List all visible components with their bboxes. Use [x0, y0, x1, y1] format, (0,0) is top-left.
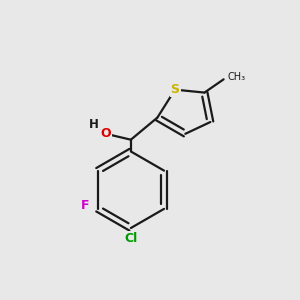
Text: Cl: Cl: [124, 232, 137, 245]
Text: O: O: [100, 127, 111, 140]
Text: S: S: [170, 83, 179, 96]
Text: H: H: [88, 118, 98, 131]
Text: F: F: [81, 200, 90, 212]
Text: CH₃: CH₃: [227, 72, 245, 82]
